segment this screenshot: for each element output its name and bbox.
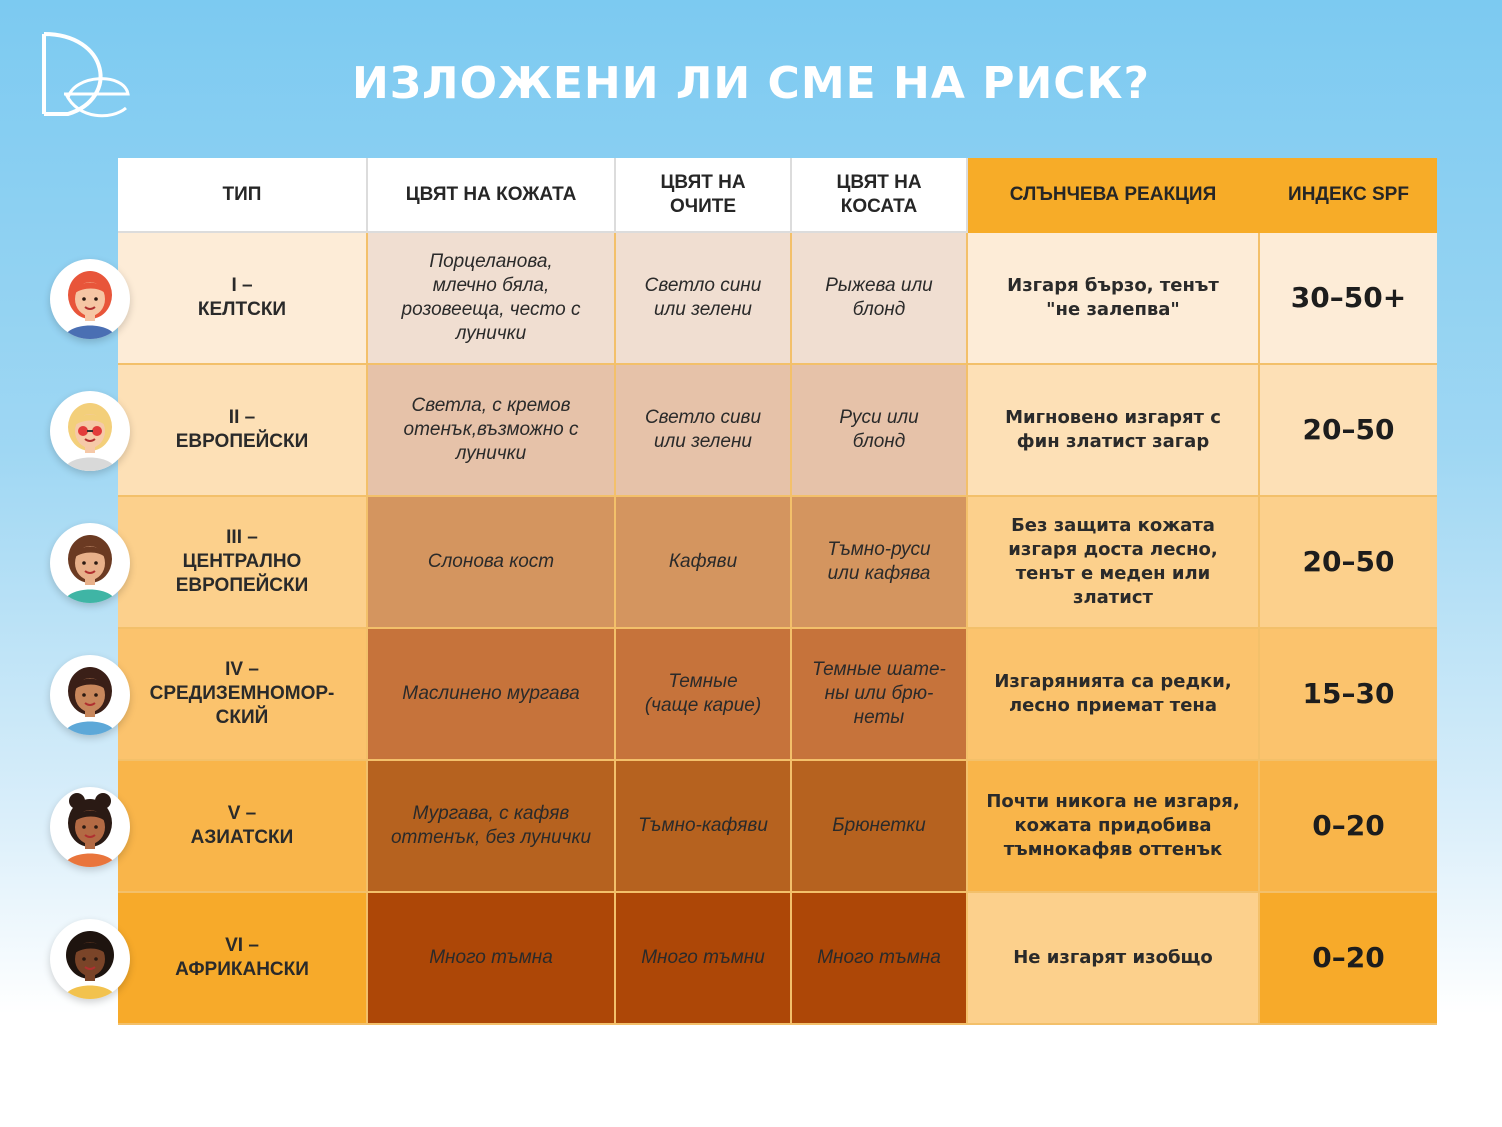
spf-index-cell: 30–50+ xyxy=(1260,233,1437,365)
header-eye-color: ЦВЯТ НА ОЧИТЕ xyxy=(616,158,792,233)
spf-index-cell: 0–20 xyxy=(1260,761,1437,893)
dark-haired-woman-avatar-icon xyxy=(50,655,130,735)
skin-color-cell: Мургава, с кафяв оттенък, без лунички xyxy=(368,761,616,893)
hair-color-cell: Руси или блонд xyxy=(792,365,968,497)
type-cell: V – АЗИАТСКИ xyxy=(118,761,368,893)
hair-color-cell: Рыжева или блонд xyxy=(792,233,968,365)
eye-color-cell: Много тъмни xyxy=(616,893,792,1025)
spf-index-cell: 0–20 xyxy=(1260,893,1437,1025)
table-row: II – ЕВРОПЕЙСКИ Светла, с кремов отенък,в… xyxy=(118,365,1437,497)
table-row: V – АЗИАТСКИ Мургава, с кафяв оттенък, бе… xyxy=(118,761,1437,893)
skin-color-cell: Много тъмна xyxy=(368,893,616,1025)
skin-color-cell: Порцеланова, млечно бяла, розовееща, чес… xyxy=(368,233,616,365)
hair-color-cell: Темные шате- ны или брю- неты xyxy=(792,629,968,761)
de-monogram-logo xyxy=(42,32,130,118)
header-skin-color: ЦВЯТ НА КОЖАТА xyxy=(368,158,616,233)
page-title: ИЗЛОЖЕНИ ЛИ СМЕ НА РИСК? xyxy=(351,58,1151,109)
header-spf-index: ИНДЕКС SPF xyxy=(1260,158,1437,233)
hair-color-cell: Брюнетки xyxy=(792,761,968,893)
type-cell: IV – СРЕДИЗЕМНОМОР- СКИЙ xyxy=(118,629,368,761)
sun-reaction-cell: Не изгарят изобщо xyxy=(968,893,1260,1025)
sun-reaction-cell: Без защита кожата изгаря доста лесно, те… xyxy=(968,497,1260,629)
sun-reaction-cell: Почти никога не изгаря, кожата придобива… xyxy=(968,761,1260,893)
blonde-woman-sunglasses-avatar-icon xyxy=(50,391,130,471)
table-row: IV – СРЕДИЗЕМНОМОР- СКИЙ Маслинено мургав… xyxy=(118,629,1437,761)
table-header-row: ТИП ЦВЯТ НА КОЖАТА ЦВЯТ НА ОЧИТЕ ЦВЯТ НА… xyxy=(118,158,1437,233)
skin-color-cell: Маслинено мургава xyxy=(368,629,616,761)
table-row: III – ЦЕНТРАЛНО ЕВРОПЕЙСКИ Слонова кост Ка… xyxy=(118,497,1437,629)
spf-index-cell: 20–50 xyxy=(1260,497,1437,629)
eye-color-cell: Светло сиви или зелени xyxy=(616,365,792,497)
hair-color-cell: Тъмно-руси или кафява xyxy=(792,497,968,629)
eye-color-cell: Темные (чаще карие) xyxy=(616,629,792,761)
eye-color-cell: Кафяви xyxy=(616,497,792,629)
skin-color-cell: Слонова кост xyxy=(368,497,616,629)
hair-color-cell: Много тъмна xyxy=(792,893,968,1025)
header-sun-reaction: СЛЪНЧЕВА РЕАКЦИЯ xyxy=(968,158,1260,233)
type-cell: I – КЕЛТСКИ xyxy=(118,233,368,365)
header-type: ТИП xyxy=(118,158,368,233)
brunette-woman-avatar-icon xyxy=(50,523,130,603)
red-haired-woman-avatar-icon xyxy=(50,259,130,339)
skin-color-cell: Светла, с кремов отенък,възможно с лунич… xyxy=(368,365,616,497)
table-row: VI – АФРИКАНСКИ Много тъмна Много тъмни Мно… xyxy=(118,893,1437,1025)
sun-reaction-cell: Изгаря бързо, тенът "не залепва" xyxy=(968,233,1260,365)
table-row: I – КЕЛТСКИ Порцеланова, млечно бяла, роз… xyxy=(118,233,1437,365)
sun-reaction-cell: Изгарянията са редки, лесно приемат тена xyxy=(968,629,1260,761)
woman-with-buns-avatar-icon xyxy=(50,787,130,867)
eye-color-cell: Светло сини или зелени xyxy=(616,233,792,365)
sun-reaction-cell: Мигновено изгарят с фин златист загар xyxy=(968,365,1260,497)
skin-type-table: ТИП ЦВЯТ НА КОЖАТА ЦВЯТ НА ОЧИТЕ ЦВЯТ НА… xyxy=(118,158,1437,1025)
type-cell: VI – АФРИКАНСКИ xyxy=(118,893,368,1025)
curly-haired-woman-avatar-icon xyxy=(50,919,130,999)
eye-color-cell: Тъмно-кафяви xyxy=(616,761,792,893)
header-hair-color: ЦВЯТ НА КОСАТА xyxy=(792,158,968,233)
type-cell: II – ЕВРОПЕЙСКИ xyxy=(118,365,368,497)
spf-index-cell: 20–50 xyxy=(1260,365,1437,497)
type-cell: III – ЦЕНТРАЛНО ЕВРОПЕЙСКИ xyxy=(118,497,368,629)
spf-index-cell: 15–30 xyxy=(1260,629,1437,761)
